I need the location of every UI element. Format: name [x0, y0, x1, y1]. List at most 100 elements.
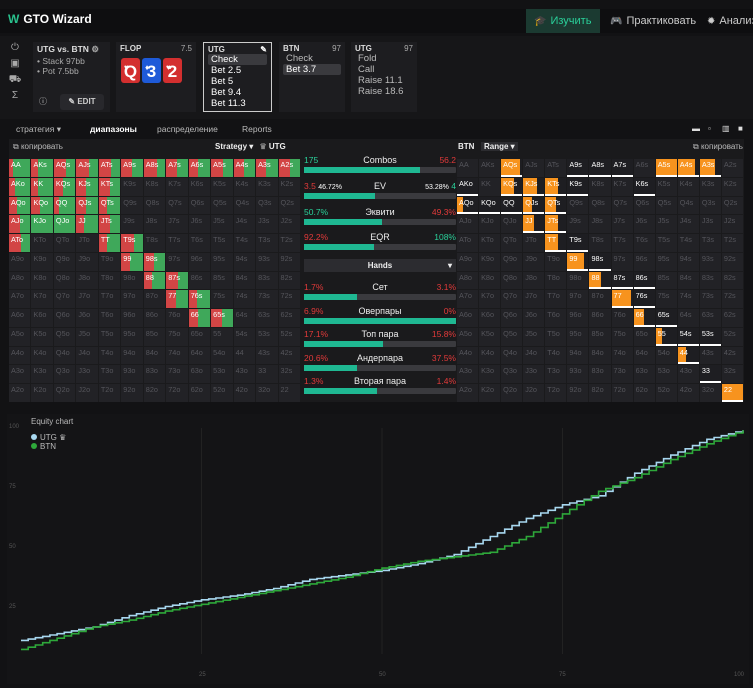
- hand-cell[interactable]: T4o: [98, 346, 121, 365]
- hand-cell[interactable]: J6s: [633, 215, 655, 234]
- hand-cell[interactable]: 74o: [611, 346, 633, 365]
- hand-cell[interactable]: 73o: [611, 365, 633, 384]
- hand-cell[interactable]: A7o: [457, 290, 479, 309]
- hand-cell[interactable]: AKo: [457, 177, 479, 196]
- action-item[interactable]: Bet 5: [211, 76, 234, 87]
- hand-cell[interactable]: 53s: [699, 327, 721, 346]
- hand-cell[interactable]: T7o: [98, 290, 121, 309]
- hand-cell[interactable]: T7s: [166, 234, 188, 252]
- hand-cell[interactable]: 93s: [256, 252, 278, 271]
- hand-cell[interactable]: J6s: [188, 215, 211, 234]
- hand-cell[interactable]: 75s: [211, 290, 233, 309]
- hand-cell[interactable]: KJo: [31, 215, 53, 234]
- hand-cell[interactable]: KQo: [31, 196, 53, 215]
- hand-cell[interactable]: T8s: [143, 234, 166, 252]
- action-item[interactable]: Bet 3.7: [283, 64, 341, 75]
- grid-view-icon[interactable]: ■: [738, 124, 743, 133]
- hand-cell[interactable]: T9o: [545, 252, 567, 271]
- hand-cell[interactable]: T6o: [98, 309, 121, 327]
- hand-cell[interactable]: K5o: [479, 327, 501, 346]
- hand-cell[interactable]: J4s: [677, 215, 699, 234]
- hand-cell[interactable]: K6s: [188, 177, 211, 196]
- hand-cell[interactable]: Q3o: [501, 365, 523, 384]
- hand-cell[interactable]: 43s: [699, 346, 721, 365]
- hand-cell[interactable]: 77: [611, 290, 633, 309]
- hand-cell[interactable]: JTs: [98, 215, 121, 234]
- hand-cell[interactable]: T5o: [545, 327, 567, 346]
- hand-cell[interactable]: J8o: [76, 271, 98, 290]
- hand-cell[interactable]: 33: [699, 365, 721, 384]
- hand-cell[interactable]: 73o: [166, 365, 188, 384]
- hand-cell[interactable]: 82s: [278, 271, 300, 290]
- hand-cell[interactable]: A7o: [9, 290, 31, 309]
- hand-cell[interactable]: Q6o: [53, 309, 76, 327]
- hand-cell[interactable]: AJo: [457, 215, 479, 234]
- hand-cell[interactable]: A4o: [9, 346, 31, 365]
- hand-cell[interactable]: 73s: [256, 290, 278, 309]
- hand-cell[interactable]: Q5o: [53, 327, 76, 346]
- hand-cell[interactable]: 86s: [188, 271, 211, 290]
- hand-cell[interactable]: 99: [567, 252, 589, 271]
- hand-cell[interactable]: JTo: [523, 234, 545, 252]
- hand-cell[interactable]: JTo: [76, 234, 98, 252]
- range-dropdown[interactable]: Range ▾: [481, 142, 518, 151]
- hand-cell[interactable]: Q8o: [53, 271, 76, 290]
- hand-cell[interactable]: 43o: [677, 365, 699, 384]
- hand-cell[interactable]: QQ: [53, 196, 76, 215]
- hand-cell[interactable]: 76s: [188, 290, 211, 309]
- hand-cell[interactable]: 52o: [655, 384, 677, 402]
- hand-cell[interactable]: T5s: [655, 234, 677, 252]
- hand-cell[interactable]: ATs: [98, 159, 121, 177]
- hand-cell[interactable]: A9s: [567, 159, 589, 177]
- action-item[interactable]: Bet 2.5: [211, 65, 242, 76]
- hand-cell[interactable]: A2s: [278, 159, 300, 177]
- hand-cell[interactable]: 97s: [611, 252, 633, 271]
- hand-cell[interactable]: 93o: [121, 365, 143, 384]
- hand-cell[interactable]: Q2s: [278, 196, 300, 215]
- hand-cell[interactable]: 77: [166, 290, 188, 309]
- action-item[interactable]: Check: [208, 54, 267, 65]
- hand-cell[interactable]: 85o: [589, 327, 611, 346]
- hand-cell[interactable]: K3o: [479, 365, 501, 384]
- hand-cell[interactable]: A9o: [457, 252, 479, 271]
- hand-cell[interactable]: A7s: [611, 159, 633, 177]
- action-item[interactable]: Call: [358, 64, 375, 75]
- hand-cell[interactable]: 94o: [121, 346, 143, 365]
- hand-cell[interactable]: 72s: [278, 290, 300, 309]
- hand-cell[interactable]: AJs: [76, 159, 98, 177]
- hand-cell[interactable]: QTs: [545, 196, 567, 215]
- save-icon[interactable]: ▣: [10, 58, 20, 69]
- hand-cell[interactable]: K7o: [479, 290, 501, 309]
- nav-learn[interactable]: 🎓 Изучить: [526, 9, 600, 33]
- hand-cell[interactable]: 62o: [188, 384, 211, 402]
- hand-cell[interactable]: 93s: [699, 252, 721, 271]
- utg-action-panel[interactable]: UTG ✎ Check Bet 2.5 Bet 5 Bet 9.4 Bet 11.3: [203, 42, 272, 112]
- hand-cell[interactable]: 63o: [188, 365, 211, 384]
- hand-cell[interactable]: T6s: [633, 234, 655, 252]
- hand-cell[interactable]: T9s: [121, 234, 143, 252]
- hand-cell[interactable]: 22: [278, 384, 300, 402]
- hand-cell[interactable]: AQs: [53, 159, 76, 177]
- flop-panel[interactable]: FLOP 7.5 ♥ Q ♦ 3 ♥ 2: [116, 42, 196, 112]
- hand-cell[interactable]: 87o: [589, 290, 611, 309]
- hand-cell[interactable]: A4s: [677, 159, 699, 177]
- hand-cell[interactable]: 55: [211, 327, 233, 346]
- hand-cell[interactable]: 42o: [233, 384, 256, 402]
- hand-cell[interactable]: T7o: [545, 290, 567, 309]
- hand-cell[interactable]: 92s: [278, 252, 300, 271]
- action-item[interactable]: Bet 11.3: [211, 98, 246, 109]
- hand-cell[interactable]: KTo: [479, 234, 501, 252]
- hand-cell[interactable]: 65o: [633, 327, 655, 346]
- hand-cell[interactable]: 65o: [188, 327, 211, 346]
- hand-cell[interactable]: J7s: [166, 215, 188, 234]
- hand-cell[interactable]: K6o: [31, 309, 53, 327]
- hand-cell[interactable]: Q6o: [501, 309, 523, 327]
- hand-cell[interactable]: Q5o: [501, 327, 523, 346]
- hand-cell[interactable]: K6o: [479, 309, 501, 327]
- hand-cell[interactable]: 64o: [188, 346, 211, 365]
- hand-cell[interactable]: KQs: [501, 177, 523, 196]
- hand-cell[interactable]: 95s: [655, 252, 677, 271]
- hand-cell[interactable]: J6o: [523, 309, 545, 327]
- action-item[interactable]: Bet 9.4: [211, 87, 242, 98]
- hand-cell[interactable]: 32o: [256, 384, 278, 402]
